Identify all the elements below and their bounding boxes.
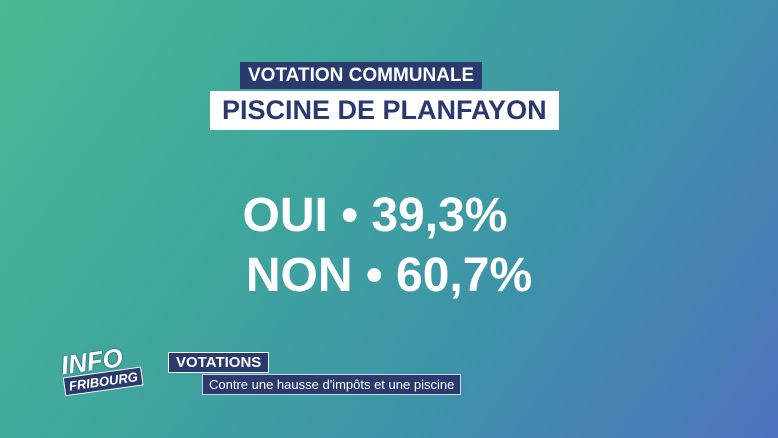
subtitle: Contre une hausse d'impôts et une piscin… (202, 374, 462, 395)
headline: PISCINE DE PLANFAYON (210, 91, 559, 130)
logo: INFO FRIBOURG (59, 342, 144, 397)
result-yes: OUI • 39,3% (242, 189, 508, 242)
result-no: NON • 60,7% (245, 249, 533, 302)
section-label: VOTATIONS (168, 352, 270, 373)
kicker: VOTATION COMMUNALE (240, 62, 483, 89)
